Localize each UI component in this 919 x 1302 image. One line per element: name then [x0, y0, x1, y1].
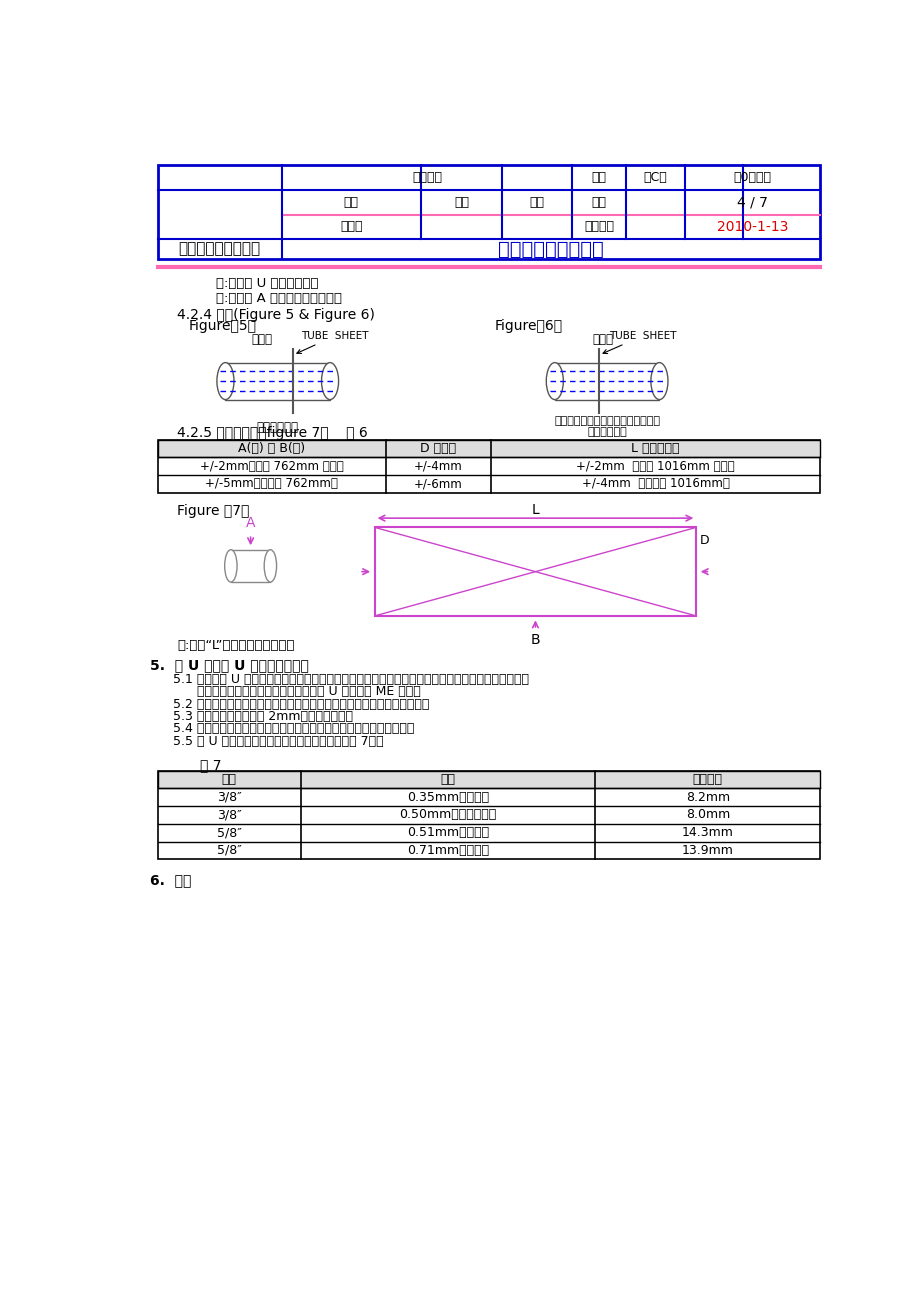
- Text: 注:在测量 A 时端板应靠紧翅片。: 注:在测量 A 时端板应靠紧翅片。: [216, 292, 341, 305]
- Text: 3/8″: 3/8″: [217, 790, 242, 803]
- Text: 第0次修订: 第0次修订: [732, 172, 771, 185]
- Text: +/-4mm  （长超过 1016mm）: +/-4mm （长超过 1016mm）: [581, 478, 729, 491]
- Ellipse shape: [651, 362, 667, 400]
- Bar: [157, 440, 820, 492]
- Text: 8.0mm: 8.0mm: [685, 809, 729, 822]
- Text: 5.1 用于弯长 U 管的直管长度随铜管供应商不同，批次不同而有所变化，应调整长度以保证表冷器在胀: 5.1 用于弯长 U 管的直管长度随铜管供应商不同，批次不同而有所变化，应调整长…: [173, 673, 528, 686]
- Text: A: A: [245, 516, 255, 530]
- Text: +/-6mm: +/-6mm: [414, 478, 462, 491]
- Bar: [157, 440, 820, 457]
- Text: 5/8″: 5/8″: [217, 827, 242, 840]
- Text: 8.2mm: 8.2mm: [685, 790, 729, 803]
- Text: 5.5 长 U 管切断时管口收缩应控制在以下范围（表 7）：: 5.5 长 U 管切断时管口收缩应控制在以下范围（表 7）：: [173, 734, 383, 747]
- Text: +/-2mm  （长在 1016mm 之内）: +/-2mm （长在 1016mm 之内）: [575, 460, 734, 473]
- Text: Figure 〔7〕: Figure 〔7〕: [176, 504, 249, 518]
- Text: D 对角线: D 对角线: [420, 441, 456, 454]
- Text: Figure〔5〕: Figure〔5〕: [188, 319, 256, 333]
- Text: TUBE  SHEET: TUBE SHEET: [602, 331, 675, 354]
- Ellipse shape: [217, 362, 233, 400]
- Ellipse shape: [264, 549, 277, 582]
- Text: B: B: [530, 633, 539, 647]
- Text: 2010-1-13: 2010-1-13: [716, 220, 788, 233]
- Text: 5.4 弯管在制造、贮运过程应保持清洁无灰尘，切屑或其它硬质异物。: 5.4 弯管在制造、贮运过程应保持清洁无灰尘，切屑或其它硬质异物。: [173, 723, 414, 736]
- Text: 批准: 批准: [529, 195, 544, 208]
- Text: 格瑞德集团有限公司: 格瑞德集团有限公司: [178, 242, 260, 256]
- Text: 缩口型: 缩口型: [592, 332, 613, 345]
- Text: 最小内径: 最小内径: [692, 773, 722, 786]
- Text: A(弓) 和 B(垂): A(弓) 和 B(垂): [238, 441, 305, 454]
- Text: 5.3 管的直线度应不超过 2mm，以便于穿管。: 5.3 管的直线度应不超过 2mm，以便于穿管。: [173, 710, 353, 723]
- Text: 4.2.4 装配(Figure 5 & Figure 6): 4.2.4 装配(Figure 5 & Figure 6): [176, 309, 374, 322]
- Text: 13.9mm: 13.9mm: [681, 844, 733, 857]
- Ellipse shape: [546, 362, 562, 400]
- Text: 插到杯口底部: 插到杯口底部: [256, 421, 299, 434]
- Text: L 两端板间距: L 两端板间距: [630, 441, 679, 454]
- Text: 14.3mm: 14.3mm: [681, 827, 733, 840]
- Text: 表 7: 表 7: [200, 758, 221, 772]
- Text: 页码: 页码: [591, 195, 607, 208]
- Text: 大直径部分插到杯口底部，缩口部分: 大直径部分插到杯口底部，缩口部分: [553, 417, 660, 427]
- Text: 版本: 版本: [591, 172, 607, 185]
- Text: 管和成型后正确的尺寸，切管长度或长 U 管长度由 ME 确定。: 管和成型后正确的尺寸，切管长度或长 U 管长度由 ME 确定。: [173, 685, 420, 698]
- Text: 5.2 有报废标志（如铜管表面喷有墨迹）或目视有明显缺陷的管不能使用。: 5.2 有报废标志（如铜管表面喷有墨迹）或目视有明显缺陷的管不能使用。: [173, 698, 429, 711]
- Text: TUBE  SHEET: TUBE SHEET: [297, 331, 369, 353]
- Text: 审核: 审核: [454, 195, 469, 208]
- Text: 注:所有短 U 管应插到底。: 注:所有短 U 管应插到底。: [216, 277, 318, 290]
- Text: D: D: [699, 534, 709, 547]
- Text: Figure〔6〕: Figure〔6〕: [494, 319, 562, 333]
- Text: 5/8″: 5/8″: [217, 844, 242, 857]
- Text: 0.35mm（光管）: 0.35mm（光管）: [407, 790, 489, 803]
- Ellipse shape: [321, 362, 338, 400]
- Bar: [157, 165, 820, 259]
- Text: 5.  长 U 管、短 U 管系统管路弯曲: 5. 长 U 管、短 U 管系统管路弯曲: [150, 659, 309, 672]
- Text: +/-2mm（长在 762mm 以内）: +/-2mm（长在 762mm 以内）: [199, 460, 344, 473]
- Bar: [554, 362, 659, 400]
- Bar: [231, 549, 270, 582]
- Text: 直口型: 直口型: [252, 332, 272, 345]
- Text: L: L: [531, 503, 539, 517]
- Text: 王鸿明: 王鸿明: [340, 220, 362, 233]
- Text: 编制: 编制: [344, 195, 358, 208]
- Bar: [374, 527, 696, 616]
- Bar: [157, 771, 820, 859]
- Text: +/-5mm（长超过 762mm）: +/-5mm（长超过 762mm）: [205, 478, 338, 491]
- Text: 要超过管端板: 要超过管端板: [586, 427, 627, 437]
- Text: 第C版: 第C版: [643, 172, 666, 185]
- Text: 壁厚: 壁厚: [440, 773, 455, 786]
- Text: 外径: 外径: [221, 773, 236, 786]
- Text: 文件编号: 文件编号: [412, 172, 441, 185]
- Text: 6.  翅片: 6. 翅片: [150, 874, 191, 887]
- Text: 表冷器制造工艺标准: 表冷器制造工艺标准: [497, 240, 603, 259]
- Bar: [225, 362, 330, 400]
- Text: 0.50mm（内螺纹管）: 0.50mm（内螺纹管）: [399, 809, 496, 822]
- Text: 注:测量“L”时端板应靠紧翅片。: 注:测量“L”时端板应靠紧翅片。: [176, 639, 294, 652]
- Text: 0.71mm（光管）: 0.71mm（光管）: [407, 844, 489, 857]
- Text: 3/8″: 3/8″: [217, 809, 242, 822]
- Ellipse shape: [224, 549, 237, 582]
- Text: 实施日期: 实施日期: [584, 220, 614, 233]
- Text: +/-4mm: +/-4mm: [414, 460, 462, 473]
- Text: 4.2.5 表冷器总成（figure 7）    表 6: 4.2.5 表冷器总成（figure 7） 表 6: [176, 426, 368, 440]
- Bar: [157, 771, 820, 789]
- Text: 0.51mm（光管）: 0.51mm（光管）: [407, 827, 489, 840]
- Text: 4 / 7: 4 / 7: [736, 195, 767, 210]
